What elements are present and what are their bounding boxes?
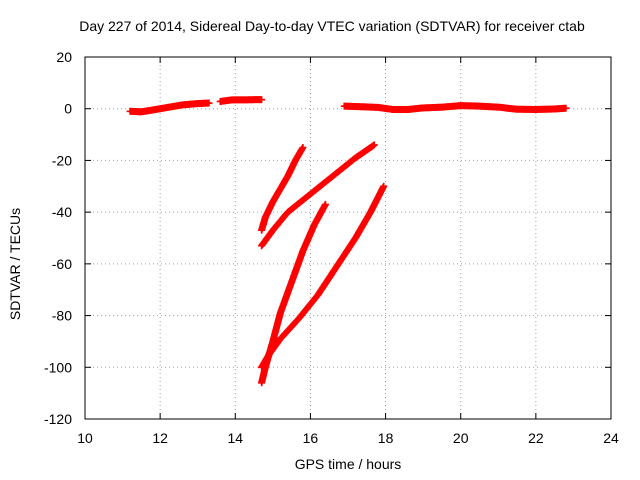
series-2: [216, 96, 266, 105]
x-tick-label: 14: [227, 430, 243, 446]
series-4: [258, 144, 307, 234]
data-point-marker: [380, 182, 388, 190]
y-tick-label: 20: [56, 49, 72, 65]
y-tick-label: -60: [52, 256, 72, 272]
x-tick-label: 22: [528, 430, 544, 446]
plot-frame: [84, 56, 612, 420]
data-point-marker: [205, 99, 213, 107]
data-point-marker: [321, 200, 329, 208]
x-tick-label: 20: [453, 430, 469, 446]
data-point-marker: [370, 141, 378, 149]
y-tick-label: -40: [52, 204, 72, 220]
chart-title: Day 227 of 2014, Sidereal Day-to-day VTE…: [79, 18, 585, 34]
x-tick-label: 12: [152, 430, 168, 446]
x-tick-label: 24: [603, 430, 619, 446]
series-1: [126, 99, 213, 116]
series-5: [258, 141, 378, 250]
data-point-marker: [562, 104, 570, 112]
data-point-marker: [258, 96, 266, 104]
series-7: [258, 182, 388, 371]
y-tick-label: -120: [44, 411, 72, 427]
data-layer: [126, 96, 570, 387]
data-point-marker: [299, 144, 307, 151]
x-tick-label: 18: [378, 430, 394, 446]
x-tick-label: 10: [77, 430, 93, 446]
y-tick-label: -20: [52, 152, 72, 168]
series-3: [340, 102, 570, 113]
y-tick-label: -80: [52, 308, 72, 324]
y-tick-label: 0: [64, 101, 72, 117]
x-tick-label: 16: [303, 430, 319, 446]
y-tick-label: -100: [44, 359, 72, 375]
x-axis-label: GPS time / hours: [294, 456, 402, 472]
axes: 10 12 14 16 18 20 22 24 -120 -100 -80 -60 -40 -20 0 20: [44, 49, 619, 446]
